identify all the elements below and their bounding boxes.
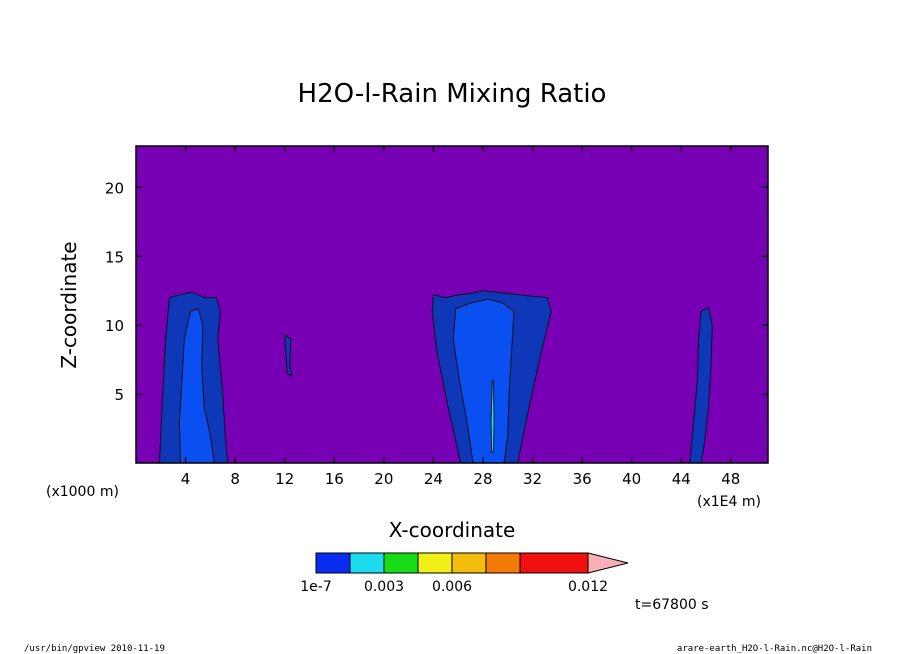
colorbar-swatch xyxy=(485,552,521,574)
y-tick-label: 10 xyxy=(105,317,124,335)
x-tick-label: 16 xyxy=(325,470,344,488)
footer-left-text: /usr/bin/gpview 2010-11-19 xyxy=(24,644,165,654)
x-tick-label: 12 xyxy=(275,470,294,488)
y-tick-label: 5 xyxy=(114,386,124,404)
x-unit-right-label: (x1E4 m) xyxy=(697,494,761,510)
footer-right-text: arare-earth_H2O-l-Rain.nc@H2O-l-Rain xyxy=(677,644,872,654)
colorbar-extend-arrow xyxy=(587,552,629,574)
contour-region-rain-cell-small xyxy=(284,334,293,377)
contour-regions xyxy=(159,290,713,464)
y-tick-label: 15 xyxy=(105,248,124,266)
colorbar-label: 1e-7 xyxy=(300,579,331,595)
colorbar-label: 0.006 xyxy=(432,579,472,595)
x-tick-label: 24 xyxy=(424,470,443,488)
contour-region-rain-column-right xyxy=(689,306,713,464)
colorbar-swatch xyxy=(451,552,487,574)
x-tick-label: 36 xyxy=(573,470,592,488)
x-unit-left-label: (x1000 m) xyxy=(46,484,119,500)
colorbar: 1e-7 0.003 0.006 0.012 xyxy=(300,552,629,595)
x-tick-label: 40 xyxy=(622,470,641,488)
colorbar-swatch xyxy=(519,552,589,574)
x-tick-label: 28 xyxy=(473,470,492,488)
contour-region-rain-column-center-inner xyxy=(452,298,515,464)
colorbar-swatch xyxy=(349,552,385,574)
chart-title: H2O-l-Rain Mixing Ratio xyxy=(298,79,607,109)
x-tick-label: 20 xyxy=(374,470,393,488)
y-axis-label: Z-coordinate xyxy=(57,241,81,368)
contour-region-rain-core-center xyxy=(490,379,495,453)
x-axis-label: X-coordinate xyxy=(389,518,516,542)
colorbar-swatch xyxy=(315,552,351,574)
x-tick-label: 4 xyxy=(181,470,191,488)
y-tick-label: 20 xyxy=(105,179,124,197)
colorbar-label: 0.012 xyxy=(568,579,608,595)
plot-frame xyxy=(135,145,769,464)
contour-region-rain-column-left-inner xyxy=(178,308,215,464)
x-tick-label: 32 xyxy=(523,470,542,488)
x-tick-label: 44 xyxy=(672,470,691,488)
colorbar-swatch xyxy=(383,552,419,574)
colorbar-swatch xyxy=(417,552,453,574)
colorbar-label: 0.003 xyxy=(364,579,404,595)
x-tick-label: 48 xyxy=(721,470,740,488)
time-label: t=67800 s xyxy=(635,597,709,613)
x-tick-label: 8 xyxy=(230,470,240,488)
